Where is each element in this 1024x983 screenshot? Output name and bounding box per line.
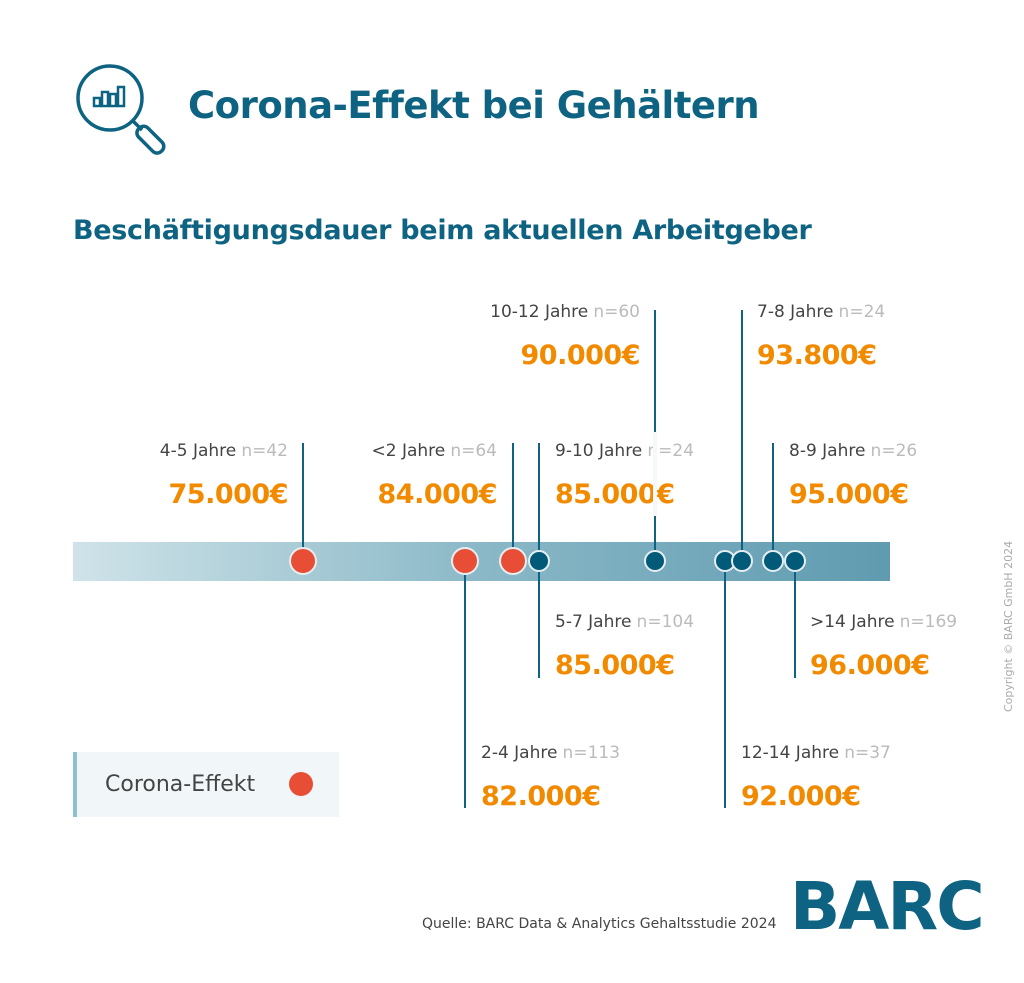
sample-size: n=104 — [636, 612, 695, 632]
sample-size: n=169 — [899, 612, 958, 632]
point-label: 10-12 Jahre n=60 90.000€ — [490, 302, 640, 371]
category-label: <2 Jahre — [371, 441, 446, 461]
category-label: 2-4 Jahre — [481, 743, 558, 763]
leader-line — [741, 310, 743, 552]
salary-value: 85.000€ — [555, 479, 675, 510]
leader-line — [538, 443, 540, 552]
salary-value: 90.000€ — [520, 340, 641, 371]
point-label: 4-5 Jahre n=42 75.000€ — [159, 441, 289, 510]
sample-size: n=26 — [870, 441, 918, 461]
leader-line — [772, 443, 774, 552]
sample-size: n=24 — [838, 302, 886, 322]
legend-corona-dot — [289, 772, 313, 796]
timeline-bar — [73, 542, 890, 581]
data-point — [528, 550, 550, 572]
point-label: 8-9 Jahre n=26 95.000€ — [789, 441, 917, 510]
salary-value: 92.000€ — [741, 781, 861, 812]
leader-line-gap — [653, 432, 657, 516]
category-label: 8-9 Jahre — [789, 441, 866, 461]
magnifier-bar-chart-icon — [76, 64, 166, 155]
category-label: 12-14 Jahre — [741, 743, 840, 763]
salary-value: 85.000€ — [555, 650, 675, 681]
sample-size: n=42 — [241, 441, 288, 461]
page-title: Corona-Effekt bei Gehältern — [188, 84, 760, 127]
leader-line — [538, 570, 540, 678]
point-label: >14 Jahre n=169 96.000€ — [810, 612, 957, 681]
sample-size: n=64 — [450, 441, 497, 461]
salary-value: 96.000€ — [810, 650, 930, 681]
category-label: >14 Jahre — [810, 612, 895, 632]
point-label: 2-4 Jahre n=113 82.000€ — [481, 743, 620, 812]
sample-size: n=37 — [844, 743, 891, 763]
leader-line — [654, 310, 656, 552]
data-point — [784, 550, 806, 572]
salary-value: 93.800€ — [757, 340, 877, 371]
category-label: 10-12 Jahre — [490, 302, 589, 322]
salary-value: 75.000€ — [168, 479, 289, 510]
leader-line — [724, 570, 726, 808]
sample-size: n=113 — [562, 743, 621, 763]
data-point — [731, 550, 753, 572]
source-note: Quelle: BARC Data & Analytics Gehaltsstu… — [422, 916, 777, 932]
copyright: Copyright © BARC GmbH 2024 — [1002, 540, 1015, 712]
barc-logo: BARC — [790, 868, 985, 945]
leader-line — [512, 443, 514, 552]
category-label: 5-7 Jahre — [555, 612, 632, 632]
corona-point — [499, 547, 527, 575]
category-label: 7-8 Jahre — [757, 302, 834, 322]
legend: Corona-Effekt — [73, 752, 339, 817]
point-label: 5-7 Jahre n=104 85.000€ — [555, 612, 694, 681]
salary-value: 84.000€ — [377, 479, 498, 510]
corona-point — [289, 547, 317, 575]
category-label: 4-5 Jahre — [159, 441, 237, 461]
point-label: 12-14 Jahre n=37 92.000€ — [741, 743, 891, 812]
salary-value: 95.000€ — [789, 479, 909, 510]
point-label: 7-8 Jahre n=24 93.800€ — [757, 302, 885, 371]
category-label: 9-10 Jahre — [555, 441, 643, 461]
data-point — [644, 550, 666, 572]
point-label: <2 Jahre n=64 84.000€ — [372, 441, 498, 510]
point-label: 9-10 Jahre n=24 85.000€ — [555, 441, 694, 510]
data-point — [762, 550, 784, 572]
sample-size: n=24 — [647, 441, 695, 461]
leader-line — [302, 443, 304, 552]
chart-subtitle: Beschäftigungsdauer beim aktuellen Arbei… — [73, 215, 812, 246]
corona-point — [451, 547, 479, 575]
leader-line — [464, 575, 466, 808]
salary-value: 82.000€ — [481, 781, 601, 812]
sample-size: n=60 — [593, 302, 640, 322]
leader-line — [794, 570, 796, 678]
legend-label: Corona-Effekt — [105, 772, 256, 797]
